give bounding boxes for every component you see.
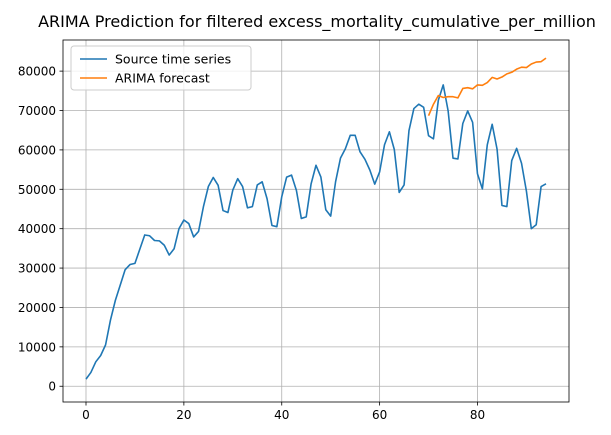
x-tick-label: 40 bbox=[274, 408, 289, 422]
series-line-arima-forecast bbox=[427, 57, 547, 116]
y-tick-label: 70000 bbox=[18, 104, 56, 118]
series-line-source-time-series bbox=[85, 84, 547, 380]
x-tick-label: 60 bbox=[372, 408, 387, 422]
chart-title: ARIMA Prediction for filtered excess_mor… bbox=[38, 12, 596, 32]
series-group bbox=[85, 57, 547, 380]
y-tick-label: 60000 bbox=[18, 143, 56, 157]
y-tick-label: 50000 bbox=[18, 183, 56, 197]
legend-box bbox=[70, 45, 252, 91]
x-tick-label: 0 bbox=[82, 408, 90, 422]
y-tick-label: 80000 bbox=[18, 65, 56, 79]
legend-label: Source time series bbox=[115, 52, 231, 67]
legend: Source time series ARIMA forecast bbox=[70, 45, 252, 91]
y-tick-label: 0 bbox=[48, 380, 56, 394]
y-tick-label: 30000 bbox=[18, 262, 56, 276]
y-tick-label: 40000 bbox=[18, 222, 56, 236]
x-tick-label: 20 bbox=[176, 408, 191, 422]
plot-area-frame bbox=[62, 39, 570, 403]
y-tick-label: 10000 bbox=[18, 340, 56, 354]
x-tick-label: 80 bbox=[470, 408, 485, 422]
legend-label: ARIMA forecast bbox=[115, 71, 210, 86]
grid bbox=[63, 40, 569, 402]
axis-ticks: 0 20 40 60 80 0 10000 20000 30000 40000 50000 60000… bbox=[18, 65, 485, 422]
y-tick-label: 20000 bbox=[18, 301, 56, 315]
